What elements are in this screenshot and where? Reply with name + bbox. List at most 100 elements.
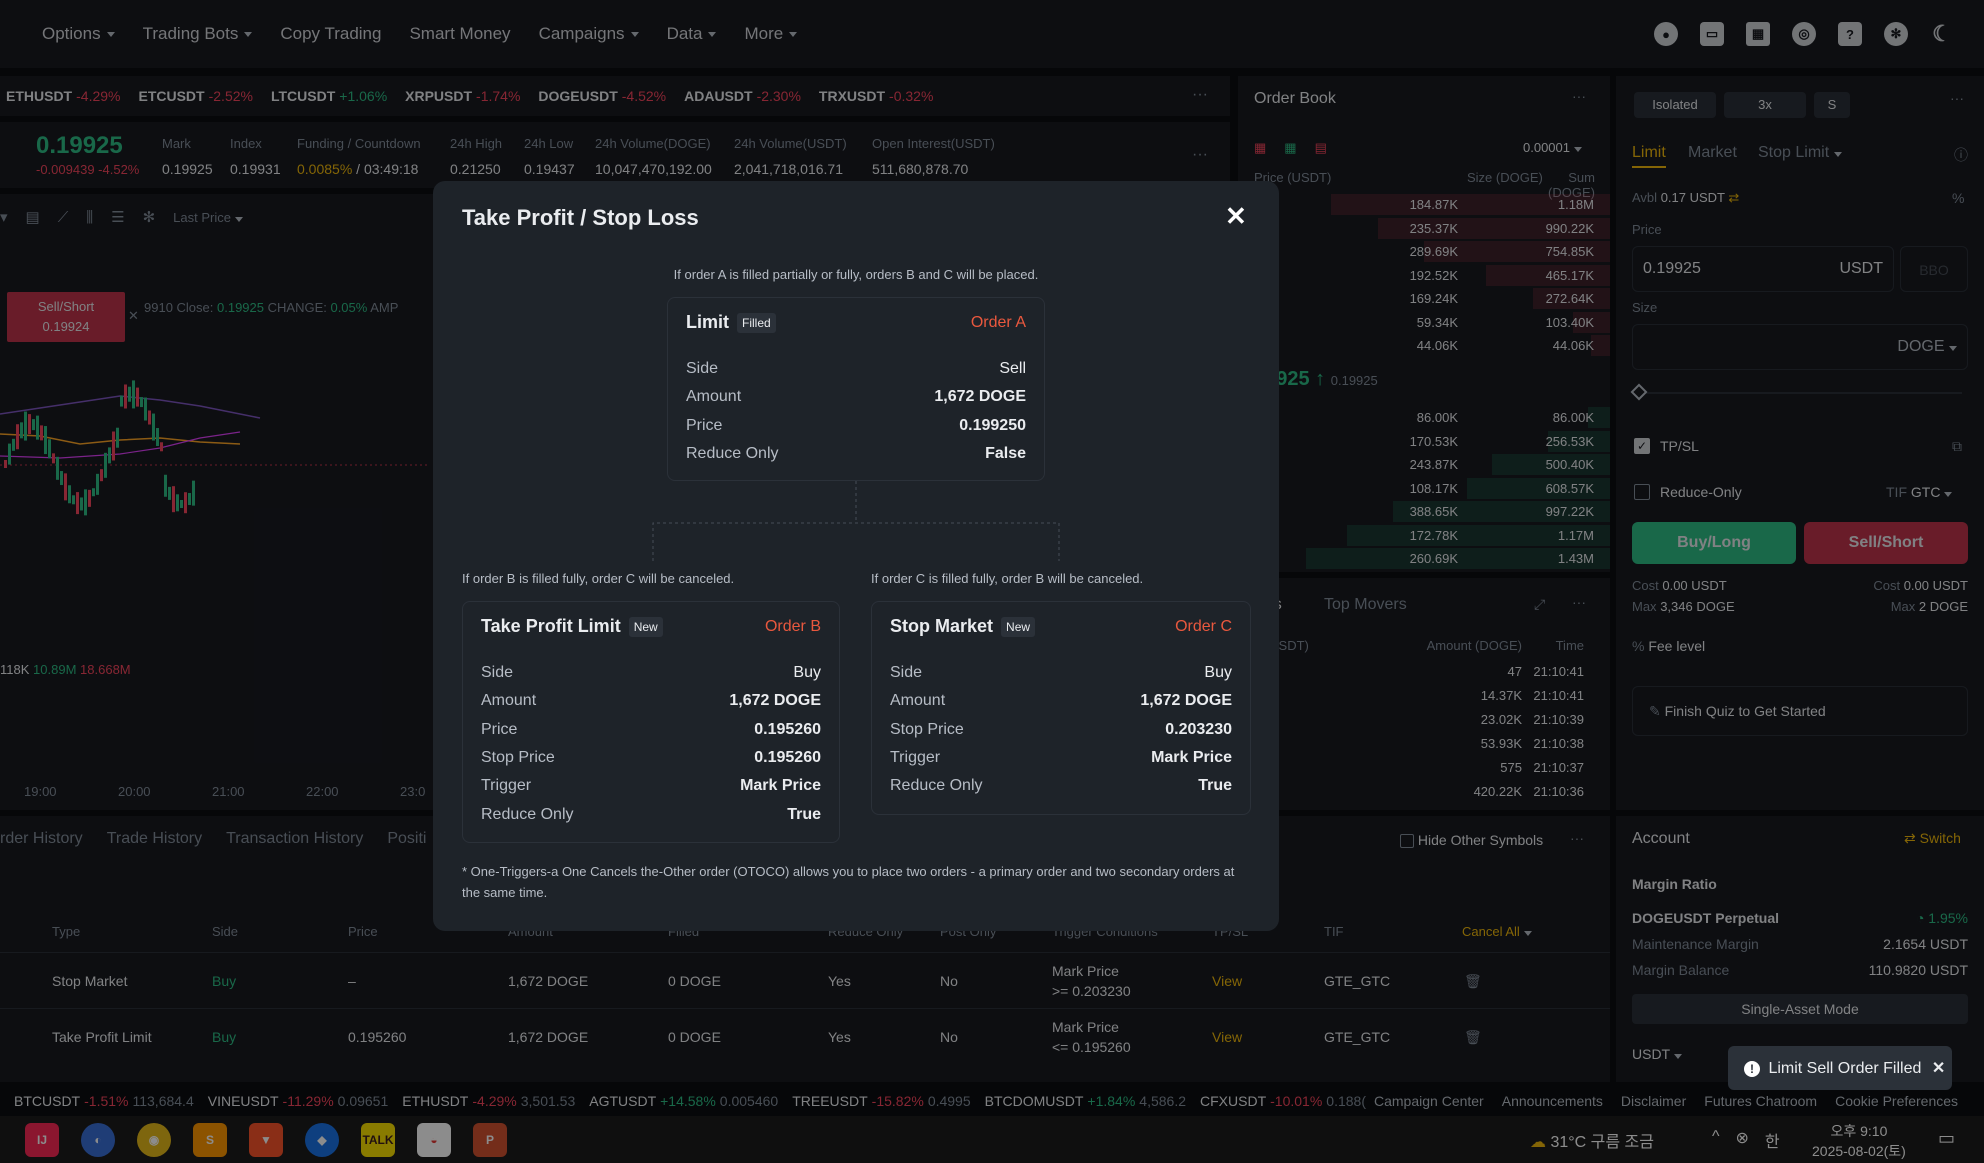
powerpoint-icon[interactable]: P — [473, 1122, 507, 1157]
app2-icon[interactable]: ◒ — [417, 1122, 451, 1157]
ticker-item[interactable]: XRPUSDT -1.74% — [405, 88, 520, 104]
history-tab[interactable]: rder History — [0, 830, 83, 847]
depth-icon[interactable]: ⫼ — [86, 208, 94, 226]
form-more-icon[interactable]: ··· — [1950, 90, 1964, 106]
leverage-button[interactable]: 3x — [1724, 92, 1806, 118]
tab-top-movers[interactable]: Top Movers — [1324, 596, 1407, 613]
view-link[interactable]: View — [1212, 1029, 1243, 1045]
footer-ticker-item[interactable]: ETHUSDT -4.29% 3,501.53 — [402, 1093, 576, 1109]
footer-link[interactable]: Campaign Center — [1374, 1093, 1484, 1109]
calculator-icon[interactable]: % — [1952, 190, 1965, 206]
nav-item-campaigns[interactable]: Campaigns — [539, 24, 639, 44]
globe-icon[interactable]: ◎ — [1792, 22, 1816, 46]
sell-short-button[interactable]: Sell/Short — [1804, 522, 1968, 564]
ticker-item[interactable]: ETCUSDT -2.52% — [138, 88, 252, 104]
clock[interactable]: 오후 9:10 2025-08-02(토) — [1812, 1123, 1906, 1159]
size-slider[interactable] — [1640, 392, 1962, 394]
layout-icon[interactable]: ☰ — [111, 209, 125, 226]
footer-link[interactable]: Futures Chatroom — [1704, 1093, 1818, 1109]
history-tab[interactable]: Positi — [387, 830, 427, 847]
expand-icon[interactable]: ⤢ — [1534, 596, 1546, 612]
trash-icon[interactable]: 🗑 — [1464, 1029, 1482, 1045]
orderbook-more-icon[interactable]: ··· — [1572, 88, 1586, 104]
footer-ticker-item[interactable]: VINEUSDT -11.29% 0.09651 — [207, 1093, 389, 1109]
last-price-select[interactable]: Last Price — [173, 210, 243, 225]
size-input[interactable]: DOGE — [1632, 324, 1968, 370]
margin-mode-button[interactable]: Isolated — [1634, 92, 1716, 118]
view-link[interactable]: View — [1212, 973, 1243, 989]
tick-size-select[interactable]: 0.00001 — [1523, 140, 1582, 155]
wallet-icon[interactable]: ▭ — [1700, 22, 1724, 46]
settings-icon[interactable]: ✻ — [142, 209, 156, 226]
ticker-item[interactable]: ETHUSDT -4.29% — [6, 88, 120, 104]
footer-ticker-item[interactable]: BTCDOMUSDT +1.84% 4,586.2 — [984, 1093, 1187, 1109]
user-icon[interactable]: ● — [1654, 22, 1678, 46]
ticker-item[interactable]: ADAUSDT -2.30% — [684, 88, 801, 104]
position-mode-button[interactable]: S — [1814, 92, 1850, 118]
ticker-item[interactable]: DOGEUSDT -4.52% — [538, 88, 666, 104]
price-input[interactable]: 0.19925 USDT — [1632, 246, 1894, 292]
orderbook-view-icons[interactable]: ▦ ▦ ▤ — [1254, 140, 1327, 155]
gear-icon[interactable]: ✻ — [1884, 22, 1908, 46]
nav-item-copy-trading[interactable]: Copy Trading — [280, 24, 381, 44]
jetbrains-icon[interactable]: IJ — [25, 1122, 59, 1157]
close-icon[interactable]: ✕ — [128, 308, 139, 323]
bbo-button[interactable]: BBO — [1900, 246, 1968, 292]
ticker-more-icon[interactable]: ··· — [1192, 86, 1208, 103]
ticker-item[interactable]: LTCUSDT +1.06% — [271, 88, 387, 104]
indicator-icon[interactable]: ▤ — [25, 209, 40, 226]
nav-item-more[interactable]: More — [744, 24, 798, 44]
history-tab[interactable]: Transaction History — [226, 830, 364, 847]
footer-ticker-item[interactable]: CFXUSDT -10.01% 0.188( — [1200, 1093, 1366, 1109]
edit-icon[interactable]: ⧉ — [1952, 438, 1962, 454]
sublime-icon[interactable]: S — [193, 1122, 227, 1157]
history-more-icon[interactable]: ··· — [1570, 830, 1584, 846]
orders-icon[interactable]: ▦ — [1746, 22, 1770, 46]
history-tab[interactable]: Trade History — [106, 830, 203, 847]
tray-icons[interactable]: ^ ⊗ 한 — [1712, 1128, 1780, 1151]
footer-link[interactable]: Announcements — [1501, 1093, 1603, 1109]
footer-link[interactable]: Cookie Preferences — [1835, 1093, 1959, 1109]
help-icon[interactable]: ? — [1838, 22, 1862, 46]
ticker-item[interactable]: TRXUSDT -0.32% — [819, 88, 933, 104]
fee-level-link[interactable]: % Fee level — [1632, 638, 1706, 654]
buy-long-button[interactable]: Buy/Long — [1632, 522, 1796, 564]
maps-icon[interactable]: ◆ — [305, 1122, 339, 1157]
nav-item-options[interactable]: Options — [42, 24, 115, 44]
cancel-all-button[interactable]: Cancel All — [1462, 924, 1532, 939]
trash-icon[interactable]: 🗑 — [1464, 973, 1482, 989]
notification-icon[interactable]: ▭ — [1938, 1128, 1956, 1148]
tab-market[interactable]: Market — [1688, 144, 1737, 161]
tab-limit[interactable]: Limit — [1632, 144, 1666, 168]
reduce-only-checkbox[interactable] — [1634, 484, 1650, 500]
switch-button[interactable]: ⇄ Switch — [1904, 830, 1961, 846]
info-icon[interactable]: ⓘ — [1954, 147, 1968, 163]
nav-item-trading-bots[interactable]: Trading Bots — [143, 24, 253, 44]
draw-icon[interactable]: ⟋ — [57, 208, 69, 226]
quiz-banner[interactable]: ✎ Finish Quiz to Get Started — [1632, 686, 1968, 736]
footer-ticker-item[interactable]: TREEUSDT -15.82% 0.4995 — [792, 1093, 971, 1109]
footer-ticker-item[interactable]: AGTUSDT +14.58% 0.005460 — [589, 1093, 779, 1109]
nav-item-data[interactable]: Data — [667, 24, 717, 44]
chart-sell-short-button[interactable]: Sell/Short 0.19924 — [7, 292, 125, 342]
stats-more-icon[interactable]: ··· — [1192, 146, 1208, 163]
footer-link[interactable]: Disclaimer — [1620, 1093, 1687, 1109]
toast-close-icon[interactable]: ✕ — [1931, 1060, 1946, 1077]
tpsl-checkbox[interactable]: ✓ — [1634, 438, 1650, 454]
trades-more-icon[interactable]: ··· — [1572, 594, 1586, 610]
brave-icon[interactable]: ▼ — [249, 1122, 283, 1157]
asset-mode-button[interactable]: Single-Asset Mode — [1632, 994, 1968, 1024]
chrome-icon[interactable]: ◉ — [137, 1122, 171, 1157]
hide-other-symbols[interactable]: Hide Other Symbols — [1400, 832, 1543, 849]
tif-select[interactable]: TIF GTC — [1886, 484, 1953, 500]
footer-ticker-item[interactable]: BTCUSDT -1.51% 113,684.4 — [14, 1093, 194, 1109]
kakaotalk-icon[interactable]: TALK — [361, 1122, 395, 1157]
app-icon[interactable]: ◐ — [81, 1122, 115, 1157]
close-icon[interactable]: ✕ — [1225, 201, 1247, 231]
tab-stop-limit[interactable]: Stop Limit — [1758, 144, 1842, 162]
weather-widget[interactable]: ☁ 31°C 구름 조금 — [1530, 1134, 1654, 1151]
usdt-select[interactable]: USDT — [1632, 1046, 1682, 1062]
